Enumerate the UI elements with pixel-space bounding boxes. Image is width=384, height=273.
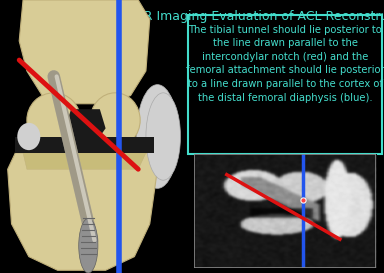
Ellipse shape: [79, 218, 98, 273]
Polygon shape: [65, 109, 106, 147]
Polygon shape: [19, 0, 150, 104]
Polygon shape: [8, 153, 157, 270]
Ellipse shape: [136, 85, 179, 188]
Ellipse shape: [17, 123, 40, 150]
Polygon shape: [23, 153, 146, 169]
Ellipse shape: [27, 93, 81, 147]
Text: The tibial tunnel should lie posterior to
the line drawn parallel to the
interco: The tibial tunnel should lie posterior t…: [186, 25, 384, 103]
Bar: [15, 136, 154, 153]
FancyBboxPatch shape: [188, 15, 382, 154]
Ellipse shape: [146, 93, 180, 180]
Ellipse shape: [90, 93, 140, 147]
Text: MR Imaging Evaluation of ACL Reconstruction: MR Imaging Evaluation of ACL Reconstruct…: [133, 10, 384, 23]
